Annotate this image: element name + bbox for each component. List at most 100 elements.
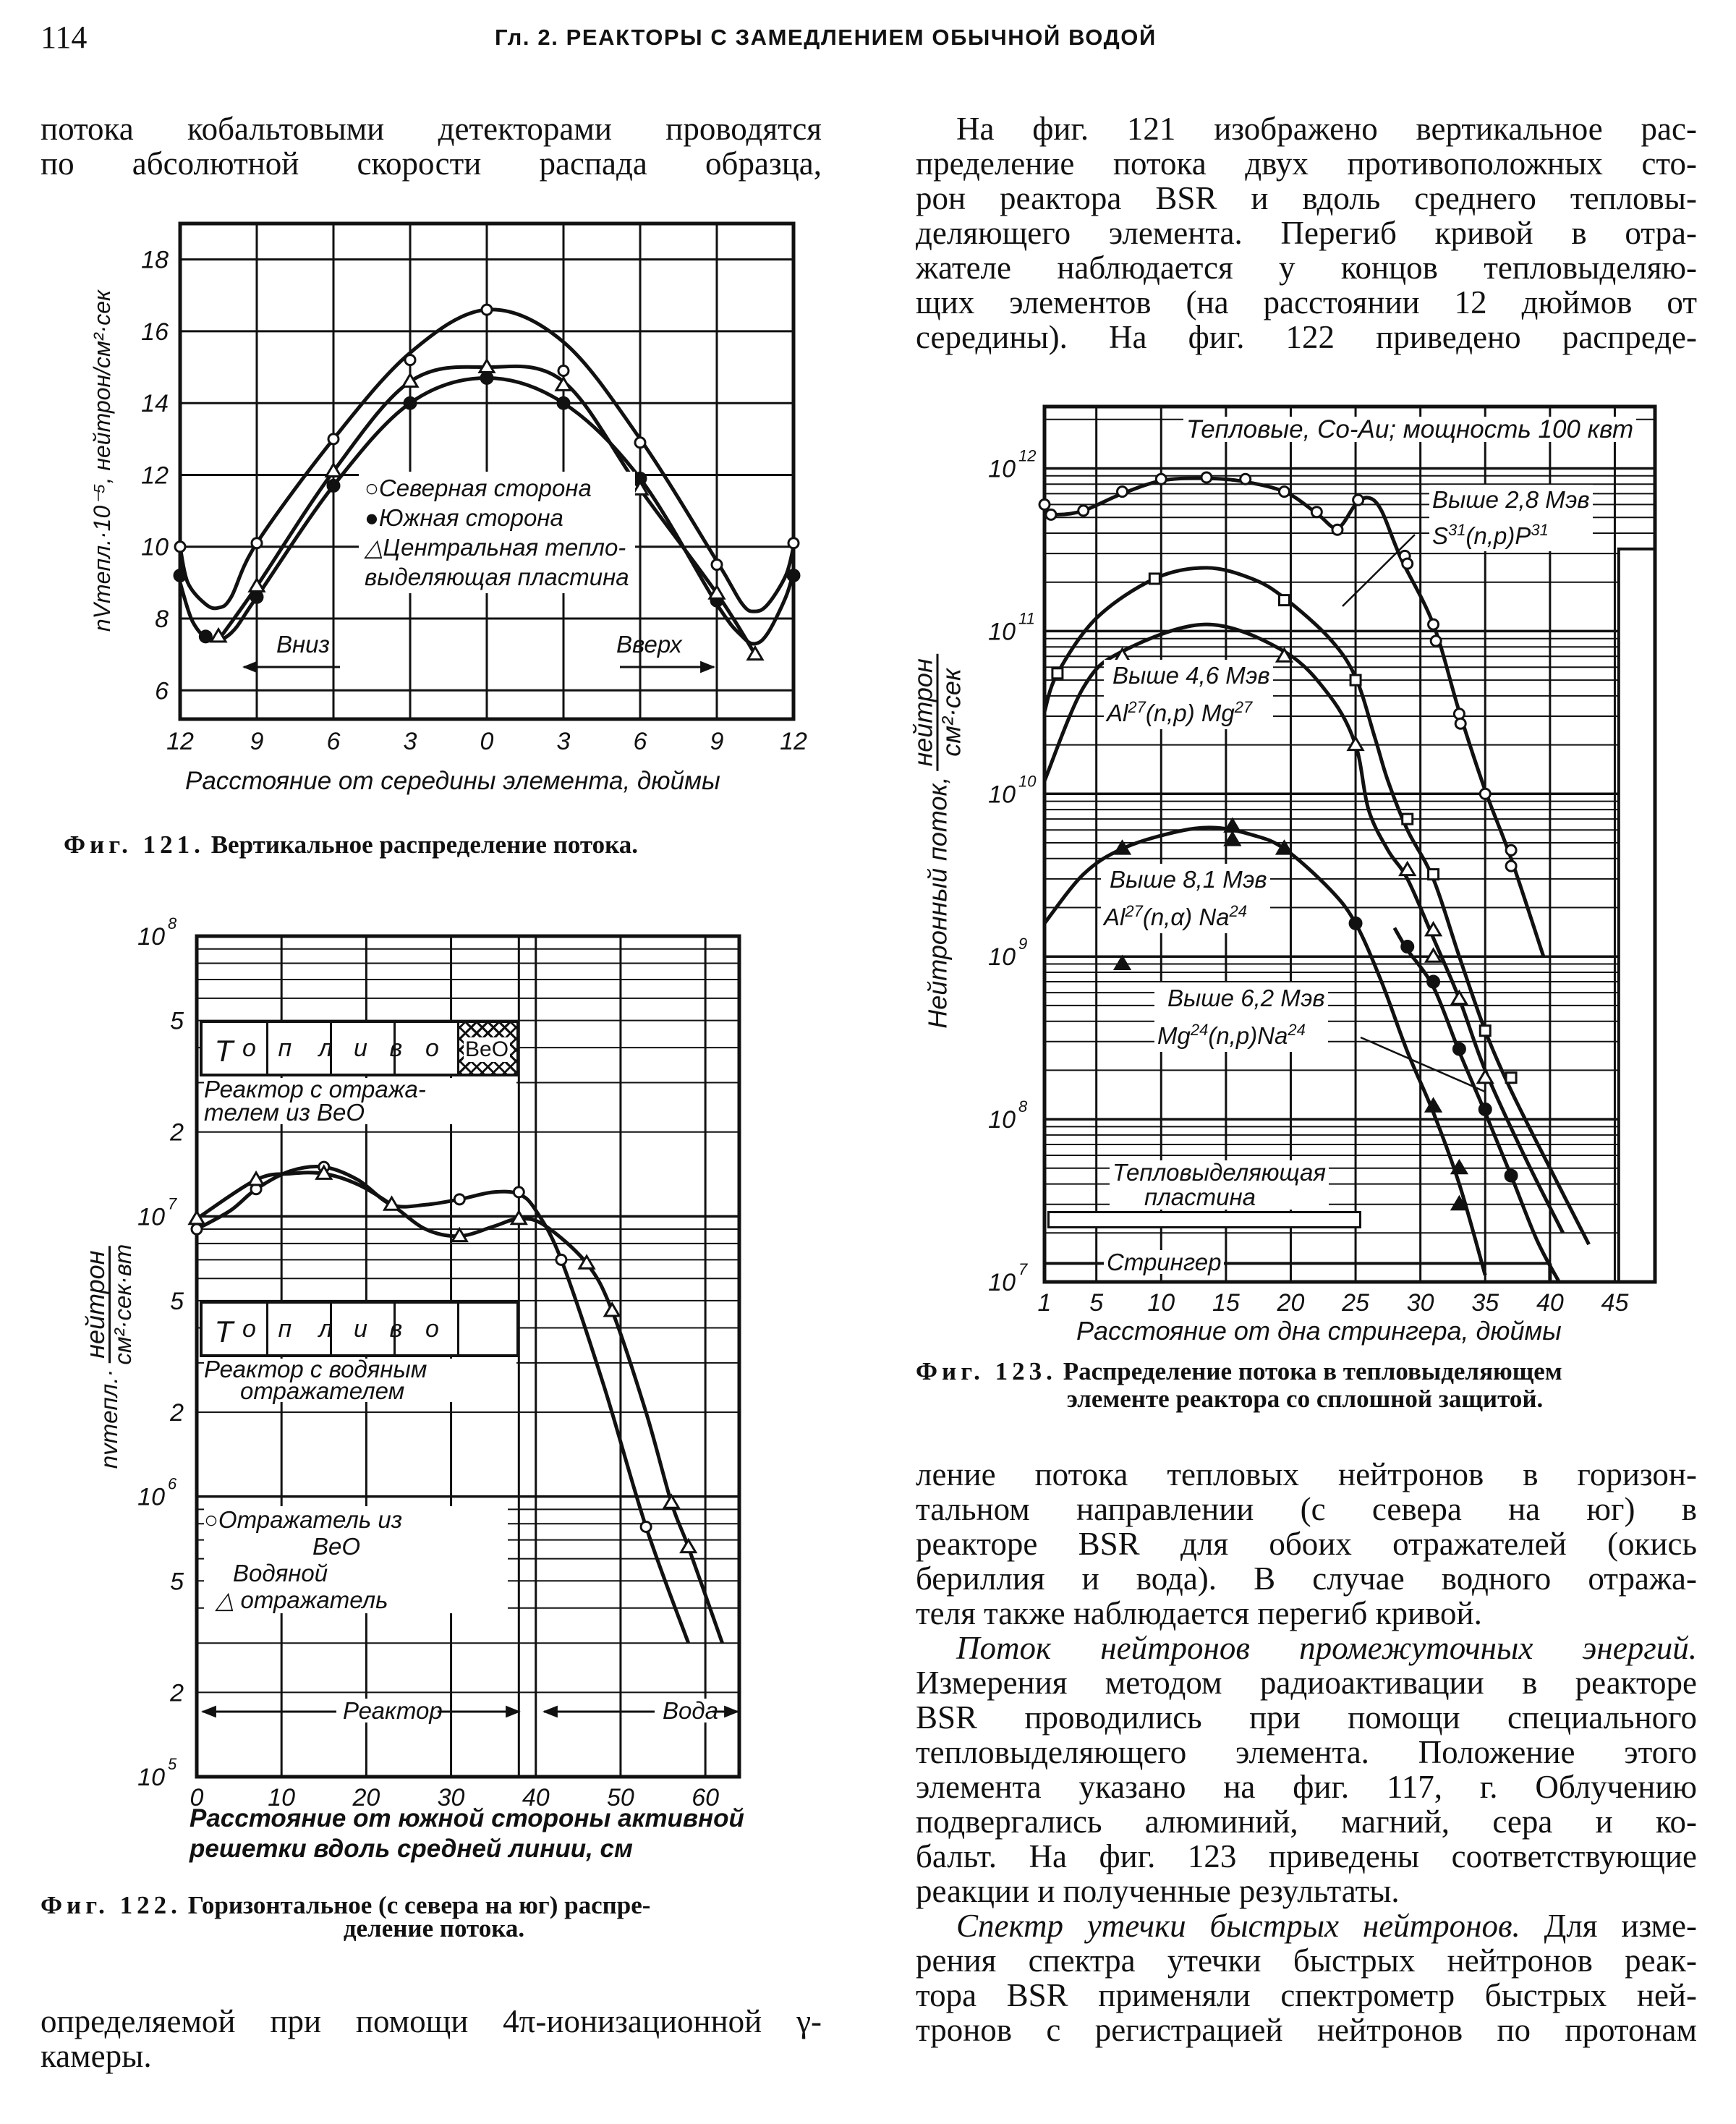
running-head: Гл. 2. РЕАКТОРЫ С ЗАМЕДЛЕНИЕМ ОБЫЧНОЙ ВО… xyxy=(495,25,1157,50)
series-1 xyxy=(173,370,801,646)
text-line: теля также наблюдается перегиб кривой. xyxy=(916,1596,1697,1631)
data-point-circle xyxy=(634,436,647,449)
label-line: пластина xyxy=(1144,1184,1256,1210)
x-tick-label: 35 xyxy=(1471,1289,1499,1317)
data-point-circle xyxy=(1452,708,1465,721)
fig121-down-label: Вниз xyxy=(276,631,330,658)
text-line: тронов с регистрацией нейтронов по прото… xyxy=(916,2013,1697,2047)
r: 27 xyxy=(1234,698,1253,716)
x-tick-label: 3 xyxy=(404,728,417,755)
r: Al xyxy=(1107,700,1128,726)
y-tick-label: 10 xyxy=(988,618,1016,645)
r: (n,α) Na xyxy=(1142,904,1230,930)
text-run: бальт. На фиг. 123 приведены соответству… xyxy=(916,1838,1697,1874)
y-tick-label: 12 xyxy=(141,462,169,489)
y-tick-label: 10 xyxy=(137,1203,165,1231)
y-tick-label: 10 xyxy=(988,943,1016,971)
series-0 xyxy=(174,303,800,613)
fig123-caption-2: элементе реактора со сплошной защитой. xyxy=(1066,1385,1544,1413)
fig122-xlabel-2: решетки вдоль средней линии, см xyxy=(190,1835,633,1863)
x-tick-label: 30 xyxy=(438,1784,465,1811)
data-point-square xyxy=(1278,594,1291,607)
text-line: элемента указано на фиг. 117, г. Облучен… xyxy=(916,1770,1697,1804)
r: S xyxy=(1432,522,1449,549)
data-point-circle xyxy=(174,540,187,553)
data-point-circle xyxy=(1504,1168,1518,1183)
fig123-xlabel: Расстояние от дна стрингера, дюймы xyxy=(1076,1316,1562,1346)
fuel-cell-divider xyxy=(330,1304,332,1354)
ylabel-prefix: nvтепл.· xyxy=(95,1369,122,1469)
left-column-top-text: потока кобальтовыми детекторами проводят… xyxy=(41,111,822,181)
reactor-arrow-label: Реактор xyxy=(340,1699,446,1722)
x-tick-label: 10 xyxy=(268,1784,295,1811)
beo-hatch: BeO xyxy=(459,1023,516,1074)
data-point-square xyxy=(1349,674,1362,687)
data-point-circle xyxy=(1505,859,1518,872)
data-point-circle xyxy=(453,1193,466,1206)
data-point-triangle xyxy=(577,1254,596,1270)
text-run: Для изме- xyxy=(1520,1908,1697,1944)
fuel-letter: о xyxy=(242,1315,256,1343)
data-point-circle xyxy=(786,568,801,582)
data-point-triangle xyxy=(603,1301,621,1317)
text-line: камеры. xyxy=(41,2038,152,2074)
text-line: BSR проводились при помощи специального xyxy=(916,1700,1697,1735)
y-tick-base: 2 xyxy=(169,1679,184,1707)
data-point-square xyxy=(1051,667,1064,680)
fuel-letter: о xyxy=(425,1315,439,1343)
series-line xyxy=(178,375,796,646)
r: Mg xyxy=(1157,1022,1191,1049)
al27na-label: Выше 8,1 Мэв Al27(n,α) Na24 xyxy=(1101,864,1270,933)
fuel-letter: Т xyxy=(214,1034,234,1068)
fig122-caption: Фиг. 122. Горизонтальное (с севера на юг… xyxy=(41,1891,650,1920)
data-point-circle xyxy=(1426,974,1441,989)
series-3 xyxy=(1043,817,1487,1276)
y-tick-label: 2 xyxy=(169,1399,184,1427)
y-tick-exponent: 6 xyxy=(168,1475,177,1493)
fuel-cell-divider xyxy=(457,1023,459,1074)
fuel-letter: Т xyxy=(214,1314,234,1348)
fuel-cell-divider xyxy=(457,1304,459,1354)
legend-beo-2: BeO xyxy=(312,1533,361,1560)
y-tick-base: 10 xyxy=(988,618,1016,645)
data-point-triangle xyxy=(1424,947,1443,963)
text-line: щих элементов (на расстоянии 12 дюймов о… xyxy=(916,284,1697,320)
data-point-triangle xyxy=(1223,831,1242,846)
data-point-circle xyxy=(1429,634,1442,647)
x-tick-label: 6 xyxy=(327,728,341,755)
right-column-top-text: На фиг. 121 изображено вертикальное рас-… xyxy=(916,111,1697,354)
italic-lead: Спектр утечки быстрых нейтронов. xyxy=(956,1908,1520,1944)
y-tick-exponent: 7 xyxy=(168,1194,177,1212)
y-tick-exponent: 11 xyxy=(1018,609,1035,627)
fuel-plate-box xyxy=(1047,1211,1361,1228)
r: (n,p)P xyxy=(1465,522,1531,549)
data-point-triangle xyxy=(1112,839,1132,855)
fig122-xlabel: Расстояние от южной стороны активной xyxy=(190,1804,744,1832)
data-point-triangle xyxy=(662,1493,681,1509)
data-point-square xyxy=(1478,1024,1492,1037)
data-point-triangle xyxy=(1450,989,1469,1006)
legend-central: △Центральная тепло- xyxy=(365,534,626,561)
data-point-triangle xyxy=(509,1209,528,1225)
r: (n,p) Mg xyxy=(1145,700,1235,726)
y-tick-label: 2 xyxy=(169,1119,184,1147)
text-line: Измерения методом радиоактивации в реакт… xyxy=(916,1665,1697,1700)
y-tick-base: 10 xyxy=(137,1484,165,1511)
series-1 xyxy=(187,1164,724,1644)
data-point-circle xyxy=(1154,472,1167,485)
y-tick-exponent: 7 xyxy=(1018,1260,1028,1278)
x-tick-label: 30 xyxy=(1407,1289,1434,1317)
data-point-triangle xyxy=(631,480,650,496)
reactor-water-label: Реактор с водяным отражателем xyxy=(204,1357,516,1404)
y-tick-label: 8 xyxy=(155,606,169,633)
y-tick-exponent: 9 xyxy=(1018,935,1027,953)
y-tick-label: 5 xyxy=(170,1008,184,1035)
data-point-circle xyxy=(250,537,263,550)
y-tick-exponent: 10 xyxy=(1018,772,1037,790)
label-line: отражателем xyxy=(240,1377,405,1404)
data-point-circle xyxy=(1310,506,1323,519)
caption-figure-number: Фиг. 122. xyxy=(41,1891,182,1919)
data-point-square xyxy=(1427,868,1440,881)
energy: Выше 6,2 Мэв xyxy=(1167,985,1325,1011)
fuel-letter: п xyxy=(278,1315,292,1343)
